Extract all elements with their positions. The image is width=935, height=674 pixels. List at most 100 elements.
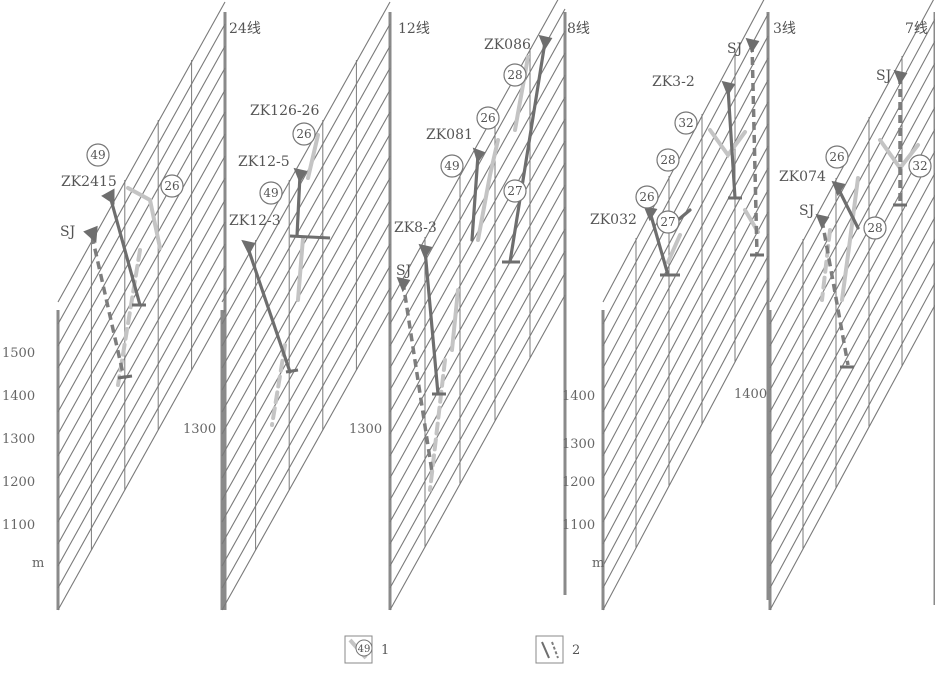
hole-label: ZK12-5 — [238, 154, 290, 170]
elevation-label: 1400 — [734, 387, 767, 402]
drill-hole-swatch-icon — [541, 641, 550, 659]
section-line-label: 8线 — [567, 21, 590, 37]
orebody-number: 27 — [660, 215, 675, 229]
elevation-unit: m — [592, 556, 604, 571]
collar-arrow — [538, 34, 553, 51]
level-line — [602, 35, 769, 347]
hole-label: ZK086 — [484, 37, 531, 53]
level-line — [769, 216, 935, 523]
level-line — [602, 277, 769, 589]
orebody-number: 26 — [829, 150, 844, 164]
level-line — [221, 45, 391, 347]
level-line — [769, 172, 935, 479]
orebody-number: 28 — [867, 221, 882, 235]
level-line — [602, 79, 769, 391]
level-line — [769, 84, 935, 391]
orebody-number: 32 — [678, 116, 693, 130]
legend-label: 1 — [381, 643, 389, 658]
elevation-label: 1100 — [2, 518, 35, 533]
orebody-number: 32 — [912, 159, 927, 173]
legend-swatch — [535, 635, 564, 664]
drill-holes-solid — [108, 40, 860, 396]
level-line — [57, 133, 226, 435]
orebody-number: 28 — [660, 153, 675, 167]
level-line — [389, 206, 566, 523]
level-line — [221, 155, 391, 457]
collar-arrow — [418, 243, 433, 260]
level-line — [221, 287, 391, 589]
level-line — [57, 111, 226, 413]
level-line — [221, 1, 391, 303]
level-line — [221, 199, 391, 501]
section-line-label: 24线 — [229, 21, 261, 37]
hole-label: SJ — [727, 41, 742, 57]
section-line-label: 7线 — [905, 21, 928, 37]
orebody-trace — [476, 138, 500, 242]
level-line — [57, 1, 226, 303]
level-line — [602, 167, 769, 479]
orebody-number: 26 — [480, 111, 495, 125]
level-line — [769, 40, 935, 347]
level-line — [57, 243, 226, 545]
orebody-trace — [428, 358, 447, 492]
level-line — [57, 89, 226, 391]
level-line — [769, 260, 935, 567]
orebody-number-labels: 49 26 26 49 28 26 49 27 32 28 26 27 26 3… — [90, 68, 927, 235]
level-line — [221, 177, 391, 479]
level-line — [769, 128, 935, 435]
level-line — [389, 162, 566, 479]
drill-hole-dashed — [820, 219, 850, 366]
level-line — [221, 221, 391, 523]
level-line — [221, 133, 391, 435]
hole-label: ZK081 — [426, 127, 473, 143]
collar-arrow — [643, 205, 658, 222]
hole-label: ZK3-2 — [652, 74, 695, 90]
level-line — [602, 233, 769, 545]
level-line — [57, 67, 226, 369]
hole-label: ZK2415 — [61, 174, 117, 190]
hole-label: SJ — [396, 263, 411, 279]
orebody-number: 26 — [639, 190, 654, 204]
orebody-trace — [126, 186, 162, 250]
orebody-number: 49 — [90, 148, 105, 162]
collar-arrow — [241, 239, 256, 256]
level-line — [221, 89, 391, 391]
level-line — [769, 150, 935, 457]
drill-hole — [648, 210, 670, 277]
level-line — [769, 282, 935, 589]
orebody-trace — [820, 228, 832, 302]
hole-end-cap — [289, 234, 331, 240]
drill-hole-dashed — [750, 43, 759, 256]
hole-end-cap — [285, 368, 299, 374]
level-line — [57, 177, 226, 479]
level-line — [389, 184, 566, 501]
elevation-label: 1300 — [183, 422, 216, 437]
section-grids — [56, 0, 935, 611]
drill-hole — [470, 153, 480, 242]
level-line — [769, 18, 935, 325]
level-line — [221, 23, 391, 325]
orebody-trace — [306, 133, 320, 180]
collar-arrow — [815, 213, 830, 230]
orebody-number: 26 — [296, 127, 311, 141]
elevation-label: 1400 — [562, 389, 595, 404]
elevation-labels: 1500 1400 1300 1200 1100 m 1300 1300 140… — [2, 346, 767, 571]
legend-label: 2 — [572, 643, 580, 658]
level-line — [221, 309, 391, 611]
level-line — [221, 111, 391, 413]
level-line — [602, 299, 769, 611]
level-line — [602, 255, 769, 567]
drill-hole — [508, 40, 547, 264]
level-line — [57, 23, 226, 325]
orebody-number: 28 — [507, 68, 522, 82]
level-line — [389, 228, 566, 545]
hole-label: ZK074 — [779, 169, 826, 185]
orebody-trace — [666, 233, 682, 264]
orebody-trace — [708, 128, 747, 159]
level-line — [389, 30, 566, 347]
elevation-label: 1200 — [562, 475, 595, 490]
level-line — [389, 118, 566, 435]
orebody-trace — [270, 343, 287, 427]
level-line — [57, 265, 226, 567]
